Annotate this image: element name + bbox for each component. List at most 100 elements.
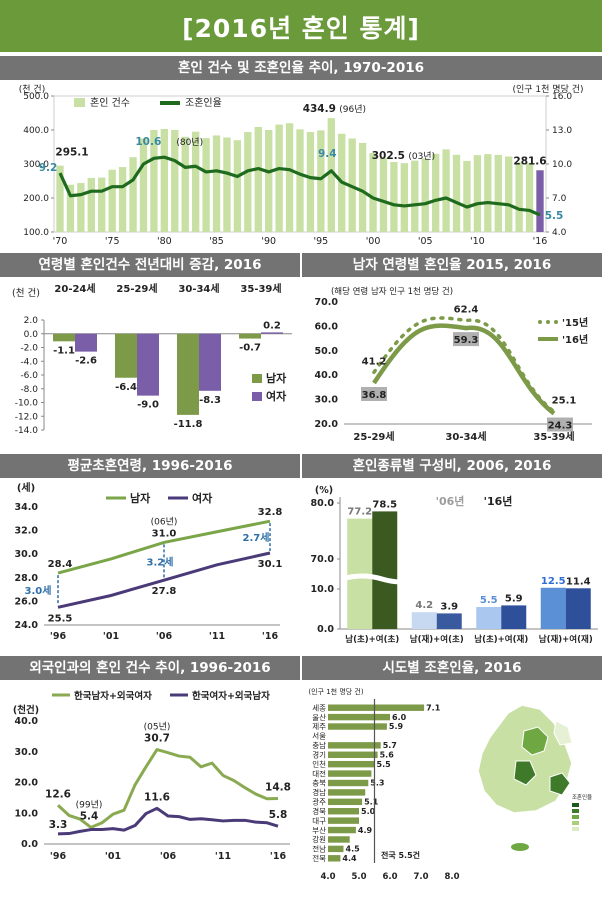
legend-label-korean-men: 한국남자+외국여자 xyxy=(74,690,152,702)
marriage-count-bar xyxy=(118,167,127,232)
x-tick-label: '96 xyxy=(50,631,67,642)
note-1999: (99년) xyxy=(76,799,103,810)
age-change-chart: (천 건) 2.0 0.0 -2.0 -4.0 -6.0 -8.0 -10.0 -12.0 -14… xyxy=(12,282,292,436)
label-rate-2016: 5.5 xyxy=(545,210,564,222)
crude-marriage-rate-line xyxy=(58,155,541,217)
series-2015-line xyxy=(372,316,556,414)
y-tick-label: -8.0 xyxy=(20,385,38,395)
marriage-count-bar xyxy=(442,149,450,232)
region-bar xyxy=(328,760,375,768)
value-label: 0.2 xyxy=(263,320,281,331)
y-tick-label: 50.0 xyxy=(315,346,339,357)
marriage-count-bar xyxy=(515,162,523,232)
marriage-count-bar xyxy=(431,153,440,232)
left-tick-label: 300.0 xyxy=(23,160,49,170)
label-2016: 36.8 xyxy=(362,390,387,401)
unit-label: (천 건) xyxy=(12,288,40,299)
bar-2006 xyxy=(476,607,502,629)
region-bar xyxy=(328,779,369,787)
marriage-count-bar xyxy=(212,135,221,232)
marriage-count-bar xyxy=(233,140,242,232)
title-banner: [2016년 혼인 통계] xyxy=(0,0,602,52)
region-label: 서울 xyxy=(312,732,326,741)
category-label: 남(초)+여(초) xyxy=(345,634,399,645)
category-label: 남(재)+여(재) xyxy=(539,634,593,645)
unit-label: (인구 1천 명당 건) xyxy=(308,687,363,696)
right-tick-label: 10.0 xyxy=(552,160,572,170)
unit-label: (세) xyxy=(17,481,35,494)
bar-male xyxy=(177,333,199,415)
region-bar xyxy=(328,751,378,758)
national-label-bg xyxy=(376,849,425,861)
bar-2006 xyxy=(540,587,566,629)
region-label: 세종 xyxy=(312,703,326,712)
x-tick-label: 5.0 xyxy=(351,872,366,882)
marriage-count-bar xyxy=(327,118,335,232)
region-label: 광주 xyxy=(312,797,326,807)
region-value-label: 5.5 xyxy=(377,760,392,769)
value-label: 12.5 xyxy=(541,576,566,587)
marriage-count-bar xyxy=(129,157,137,232)
y-tick-label: 20.0 xyxy=(15,778,39,789)
marriage-count-bar xyxy=(171,130,179,232)
gap-label: 2.7세 xyxy=(243,531,270,544)
category-label: 35-39세 xyxy=(240,282,281,295)
legend-label-male: 남자 xyxy=(266,371,287,385)
value-label: 11.4 xyxy=(566,576,591,587)
label-2015: 62.4 xyxy=(454,305,479,316)
value-label: -11.8 xyxy=(174,419,203,430)
x-tick-label: '95 xyxy=(314,236,329,247)
bar-2006 xyxy=(411,612,437,629)
label-2016-box xyxy=(361,387,387,402)
region-value-label: 6.0 xyxy=(392,713,407,722)
label-m2016: 14.8 xyxy=(265,781,291,793)
bar-2016 xyxy=(565,588,591,629)
label-rate-1970: 9.2 xyxy=(39,162,58,174)
marriage-count-bar xyxy=(98,177,106,232)
marriage-count-bar xyxy=(275,124,283,232)
region-label: 경북 xyxy=(312,806,326,816)
trend-chart: (천 건) (인구 1천 명당 건) 100.0 200.0 300.0 400.0 500… xyxy=(19,84,584,247)
x-tick-label: '85 xyxy=(209,236,224,247)
legend-label-2015: '15년 xyxy=(562,316,588,329)
region-label: 제주 xyxy=(312,722,326,731)
x-tick-label: 7.0 xyxy=(413,872,428,882)
bar-female xyxy=(75,333,97,352)
label-count-1996: 434.9 xyxy=(303,103,336,115)
legend-label-female: 여자 xyxy=(192,491,213,505)
label-rate-1980: 10.6 xyxy=(135,136,161,148)
region-value-label: 5.1 xyxy=(364,798,379,807)
category-label: 20-24세 xyxy=(54,282,95,295)
y-tick-label: 80.0 xyxy=(311,498,335,509)
label-count-2016: 281.6 xyxy=(513,155,546,167)
y-tick-label: 28.0 xyxy=(15,573,39,584)
label-count-1970: 295.1 xyxy=(55,147,88,159)
section-title-type-comp: 혼인종류별 구성비, 2006, 2016 xyxy=(302,454,602,478)
marriage-count-bar xyxy=(223,137,231,232)
marriage-count-bar xyxy=(181,136,189,232)
legend-swatch-male xyxy=(252,374,262,383)
map-body xyxy=(477,704,573,814)
label-male: 31.0 xyxy=(152,528,177,539)
region-bar xyxy=(328,855,341,862)
region-label: 전남 xyxy=(312,844,326,854)
legend-label-2016: '16년 xyxy=(562,333,588,346)
label-f1996: 3.3 xyxy=(49,819,68,831)
marriage-count-bar xyxy=(285,123,294,232)
region-value-label: 4.9 xyxy=(358,826,373,835)
category-label: 25-29세 xyxy=(353,430,394,443)
label-2016: 59.3 xyxy=(454,335,479,346)
value-label: -9.0 xyxy=(137,400,159,411)
y-tick-label: -10.0 xyxy=(15,399,39,409)
region-value-label: 5.6 xyxy=(380,750,395,759)
right-tick-label: 16.0 xyxy=(552,92,572,102)
foreign-chart: (천건) 0.0 10.0 20.0 30.0 40.0 '96 '01 '06 '11 '16 12… xyxy=(13,690,291,862)
region-label: 대구 xyxy=(312,816,326,825)
legend-swatch-2015-dot xyxy=(538,320,542,324)
y-tick-label: 20.0 xyxy=(315,419,339,430)
left-tick-label: 100.0 xyxy=(23,228,49,238)
y-tick-label: 0.0 xyxy=(24,330,39,340)
series-female-line xyxy=(57,551,271,609)
marriage-count-bar xyxy=(306,132,315,232)
